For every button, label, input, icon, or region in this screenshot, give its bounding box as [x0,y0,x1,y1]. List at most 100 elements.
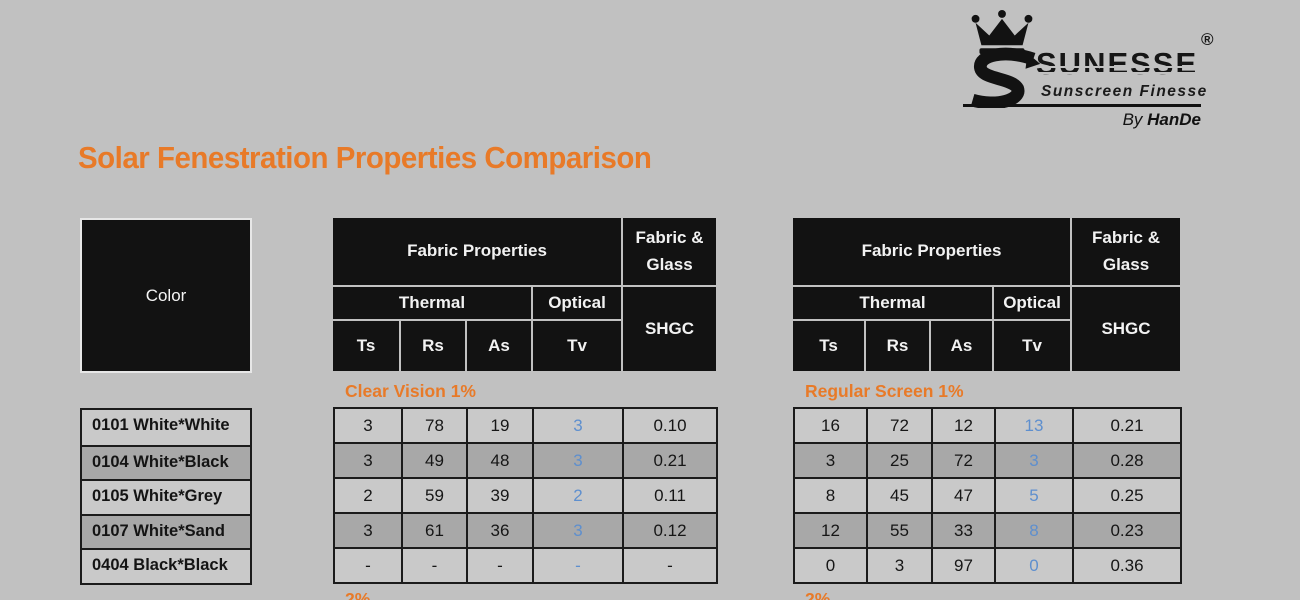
registered-trademark-symbol: ® [1201,30,1214,49]
brand-tagline: Sunscreen Finesse [1041,83,1208,100]
cell-tv: 5 [994,477,1074,514]
table-row: 12 55 33 8 0.23 [793,512,1182,549]
cell-rs: 55 [866,512,933,549]
cell-rs: 61 [401,512,468,549]
cell-ts: 3 [793,442,868,479]
cell-ts: 3 [333,442,403,479]
table-row: 3 61 36 3 0.12 [333,512,718,549]
cell-tv: - [532,547,624,584]
table-row: 8 45 47 5 0.25 [793,477,1182,514]
header-tv: Tv [994,321,1070,371]
header-shgc: SHGC [1072,287,1180,371]
color-row: 0101 White*White [82,410,250,445]
header-rs: Rs [866,321,929,371]
header-as: As [931,321,992,371]
cell-shgc: - [622,547,718,584]
header-as: As [467,321,531,371]
cell-tv: 0 [994,547,1074,584]
byline-name: HanDe [1147,110,1201,129]
regular-screen-data-table: 16 72 12 13 0.21 3 25 72 3 0.28 8 45 47 … [793,407,1182,584]
cell-ts: 16 [793,407,868,444]
cell-ts: 3 [333,512,403,549]
cell-ts: 2 [333,477,403,514]
header-fabric-glass: Fabric & Glass [1072,218,1180,285]
cell-ts: 12 [793,512,868,549]
cell-shgc: 0.36 [1072,547,1182,584]
cell-tv: 3 [532,442,624,479]
cell-shgc: 0.28 [1072,442,1182,479]
table-row: 2 59 39 2 0.11 [333,477,718,514]
cell-tv: 13 [994,407,1074,444]
color-column-header: Color [80,218,252,373]
cell-rs: 25 [866,442,933,479]
color-row: 0104 White*Black [82,444,250,480]
cell-tv: 3 [532,407,624,444]
cell-rs: 49 [401,442,468,479]
cell-as: 48 [466,442,534,479]
header-optical: Optical [533,287,621,319]
cell-as: 36 [466,512,534,549]
cell-tv: 2 [532,477,624,514]
header-fabric-glass: Fabric & Glass [623,218,716,285]
header-fabric-properties: Fabric Properties [793,218,1070,285]
cell-rs: 59 [401,477,468,514]
cell-shgc: 0.21 [1072,407,1182,444]
cell-ts: - [333,547,403,584]
byline-prefix: By [1122,110,1148,129]
header-ts: Ts [793,321,864,371]
cell-rs: 72 [866,407,933,444]
cell-as: 33 [931,512,996,549]
table-row: - - - - - [333,547,718,584]
cell-tv: 3 [994,442,1074,479]
cell-rs: 78 [401,407,468,444]
cell-shgc: 0.25 [1072,477,1182,514]
table-row: 3 78 19 3 0.10 [333,407,718,444]
cell-shgc: 0.21 [622,442,718,479]
logo-divider [963,104,1201,107]
cell-rs: 3 [866,547,933,584]
cell-ts: 3 [333,407,403,444]
cell-as: 39 [466,477,534,514]
section-label-clear-vision: Clear Vision 1% [345,381,476,401]
header-fabric-properties: Fabric Properties [333,218,621,285]
table-row: 0 3 97 0 0.36 [793,547,1182,584]
cell-as: - [466,547,534,584]
next-section-label: 2% [345,589,371,600]
cell-as: 12 [931,407,996,444]
crown-icon [971,10,1033,55]
next-section-label: 2% [805,589,831,600]
header-rs: Rs [401,321,465,371]
header-thermal: Thermal [333,287,531,319]
table2-header: Fabric Properties Fabric & Glass Thermal… [793,218,1180,371]
cell-as: 47 [931,477,996,514]
color-row: 0105 White*Grey [82,479,250,514]
header-tv: Tv [533,321,621,371]
header-ts: Ts [333,321,399,371]
header-thermal: Thermal [793,287,992,319]
byline: By HanDe [963,110,1201,130]
cell-ts: 0 [793,547,868,584]
cell-shgc: 0.12 [622,512,718,549]
clear-vision-data-table: 3 78 19 3 0.10 3 49 48 3 0.21 2 59 39 2 … [333,407,718,584]
header-shgc: SHGC [623,287,716,371]
page-title: Solar Fenestration Properties Comparison [78,140,652,175]
color-row: 0404 Black*Black [82,548,250,583]
cell-rs: - [401,547,468,584]
cell-tv: 3 [532,512,624,549]
cell-shgc: 0.23 [1072,512,1182,549]
table-row: 3 25 72 3 0.28 [793,442,1182,479]
section-label-regular-screen: Regular Screen 1% [805,381,964,401]
header-optical: Optical [994,287,1070,319]
color-list: 0101 White*White 0104 White*Black 0105 W… [80,408,252,585]
cell-rs: 45 [866,477,933,514]
wordmark-stripe [1036,72,1196,74]
cell-shgc: 0.10 [622,407,718,444]
cell-as: 19 [466,407,534,444]
cell-ts: 8 [793,477,868,514]
cell-as: 97 [931,547,996,584]
sunesse-logo-mark [970,10,1041,108]
table-row: 3 49 48 3 0.21 [333,442,718,479]
color-row: 0107 White*Sand [82,513,250,549]
brand-monogram-s [970,47,1041,108]
